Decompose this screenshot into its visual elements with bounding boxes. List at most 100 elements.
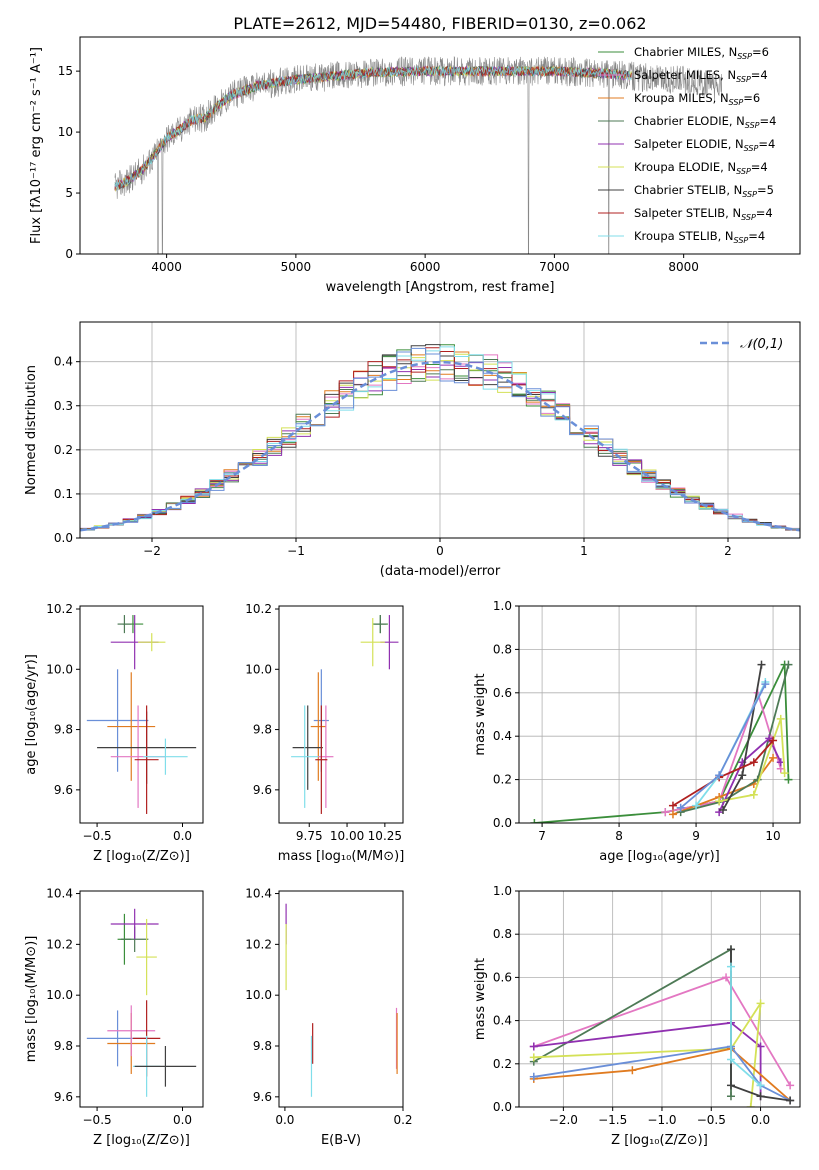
y-axis-label: mass weight <box>473 673 488 755</box>
y-tick-label: 0 <box>65 247 73 261</box>
y-tick-label: 0.4 <box>54 355 73 369</box>
series-path <box>533 1045 791 1102</box>
errorbar-point <box>360 618 385 667</box>
x-tick-label: 0.0 <box>173 1113 192 1127</box>
x-tick-label: 10 <box>765 829 780 843</box>
series-marker <box>692 801 701 810</box>
legend-text-part: =4 <box>760 114 777 128</box>
x-tick-label: 7 <box>538 829 546 843</box>
legend-text-part: SSP <box>734 236 749 245</box>
series-marker <box>668 810 677 819</box>
x-tick-label: −1 <box>287 544 305 558</box>
y-tick-label: 0.4 <box>493 1014 512 1028</box>
weight-series-line <box>726 962 765 1090</box>
x-tick-label: 0 <box>436 544 444 558</box>
series-marker <box>722 973 731 982</box>
weight-series-line <box>530 660 793 823</box>
legend-entry-label: Salpeter ELODIE, NSSP=4 <box>634 137 775 153</box>
series-path <box>719 718 786 803</box>
series-marker <box>530 819 539 823</box>
errorbar-point <box>291 705 319 808</box>
y-tick-label: 0.2 <box>493 1057 512 1071</box>
x-tick-label: −2 <box>143 544 161 558</box>
plot-frame <box>518 605 801 824</box>
legend-text-part: Chabrier ELODIE, N <box>634 114 745 128</box>
x-axis-label: Z [log₁₀(Z/Z⊙)] <box>93 1133 190 1148</box>
x-axis-label: wavelength [Angstrom, rest frame] <box>326 280 555 295</box>
gaussian-curve <box>80 360 800 532</box>
series-path <box>672 739 774 807</box>
errorbar-point <box>374 615 387 634</box>
x-tick-label: −1.0 <box>647 1113 676 1127</box>
y-tick-label: 10.4 <box>46 887 73 901</box>
y-tick-label: 5 <box>65 186 73 200</box>
legend-text-part: =5 <box>757 183 774 197</box>
y-tick-label: 1.0 <box>493 599 512 613</box>
legend-entry-label: Kroupa ELODIE, NSSP=4 <box>634 160 768 176</box>
plot-frame <box>79 36 801 255</box>
x-tick-label: 0.0 <box>275 1113 294 1127</box>
errorbar-point <box>110 908 159 940</box>
y-tick-label: 0.6 <box>493 970 512 984</box>
y-tick-label: 10.0 <box>245 662 272 676</box>
y-tick-label: 0.8 <box>493 927 512 941</box>
legend-text-part: SSP <box>742 190 757 199</box>
legend-entry-label: Chabrier STELIB, NSSP=5 <box>634 183 774 199</box>
legend-text-part: Chabrier STELIB, N <box>634 183 742 197</box>
series-marker <box>786 1081 795 1090</box>
y-tick-label: 9.8 <box>54 723 73 737</box>
y-tick-label: 0.1 <box>54 487 73 501</box>
series-marker <box>746 1103 755 1107</box>
legend-entry-label: Chabrier MILES, NSSP=6 <box>634 45 769 61</box>
errorbar-point <box>292 705 323 790</box>
y-tick-label: 9.6 <box>253 1090 272 1104</box>
x-tick-label: 9 <box>692 829 700 843</box>
y-axis-label: mass [log₁₀(M/M⊙)] <box>24 936 39 1063</box>
legend-text-part: =6 <box>752 45 769 59</box>
x-tick-label: 8000 <box>668 260 699 274</box>
model-spectrum-line <box>114 65 632 192</box>
x-tick-label: −0.5 <box>697 1113 726 1127</box>
x-tick-label: 0.0 <box>751 1113 770 1127</box>
series-path <box>533 1021 762 1097</box>
x-tick-label: 8 <box>615 829 623 843</box>
series-marker <box>769 753 778 762</box>
series-marker <box>780 769 789 778</box>
y-tick-label: 9.8 <box>253 1039 272 1053</box>
x-axis-label: mass [log₁₀(M/M⊙)] <box>278 849 405 864</box>
series-marker <box>726 1092 735 1101</box>
plot-frame <box>278 605 404 824</box>
series-marker <box>749 758 758 767</box>
y-tick-label: 9.8 <box>54 1039 73 1053</box>
model-spectrum-line <box>114 65 632 193</box>
series-marker <box>676 803 685 812</box>
y-tick-label: 10.2 <box>46 602 73 616</box>
y-tick-label: 10.0 <box>46 988 73 1002</box>
plot-frame <box>518 890 801 1108</box>
x-tick-label: 2 <box>724 544 732 558</box>
series-marker <box>719 805 728 814</box>
series-marker <box>756 999 765 1008</box>
y-tick-label: 9.6 <box>54 783 73 797</box>
series-marker <box>661 808 670 817</box>
y-axis-label: Flux [fλ10⁻¹⁷ erg cm⁻² s⁻¹ A⁻¹] <box>29 47 44 244</box>
legend-text-part: =4 <box>756 206 773 220</box>
x-tick-label: 10.25 <box>368 829 402 843</box>
series-marker <box>756 1081 765 1090</box>
figure-title: PLATE=2612, MJD=54480, FIBERID=0130, z=0… <box>233 14 646 33</box>
series-marker <box>756 1042 765 1051</box>
mass-vs-Z-panel: −0.5 0.0 9.6 9.8 10.0 10.2 10.4 Z [log₁₀(Z/Z⊙)]… <box>24 887 204 1148</box>
spectrum-lines <box>114 55 723 254</box>
y-tick-label: 10 <box>58 125 73 139</box>
y-tick-label: 0.4 <box>493 729 512 743</box>
y-tick-label: 0.0 <box>54 531 73 545</box>
x-tick-label: 0.0 <box>173 829 192 843</box>
x-tick-label: 6000 <box>410 260 441 274</box>
legend-text-part: SSP <box>741 213 756 222</box>
legend-text-part: SSP <box>736 75 751 84</box>
series-path <box>533 1002 762 1107</box>
y-axis-label: mass weight <box>473 958 488 1040</box>
series-marker <box>776 714 785 723</box>
errorbar-point <box>315 705 328 814</box>
legend-text-part: SSP <box>736 167 751 176</box>
